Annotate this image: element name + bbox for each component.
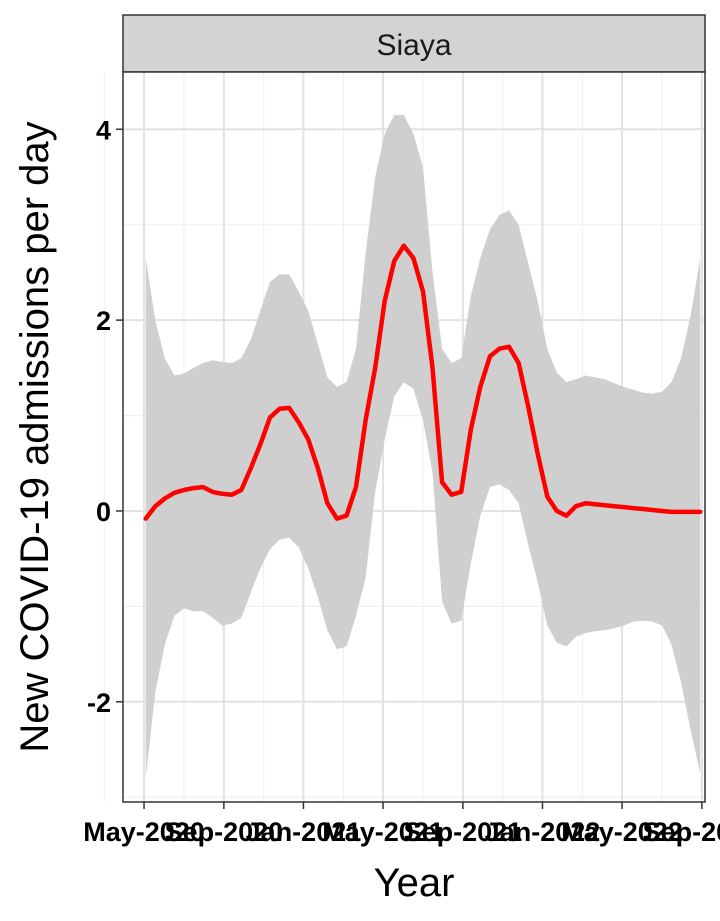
x-axis-title: Year <box>374 861 455 905</box>
series-line-layer <box>143 243 703 521</box>
x-axis: May-2020Sep-2020Jan-2021May-2021Sep-2021… <box>83 802 720 847</box>
x-tick-label-1: Sep-2020 <box>165 817 284 847</box>
x-tick-label-3: May-2021 <box>322 817 444 847</box>
plot-panel <box>103 71 706 803</box>
facet-strip: Siaya <box>122 14 706 73</box>
y-tick-label-2: 2 <box>96 306 111 336</box>
x-tick-label-6: May-2022 <box>561 817 683 847</box>
facet-strip-background <box>122 14 706 73</box>
confidence-band-layer <box>145 114 701 779</box>
facet-strip-label: Siaya <box>376 29 451 62</box>
x-tick-label-7: Sep-2022 <box>643 817 720 847</box>
series-line-0 <box>143 243 703 521</box>
y-axis: -2 0 2 4 <box>87 115 123 718</box>
confidence-band <box>145 114 701 779</box>
x-tick-label-5: Jan-2022 <box>485 817 601 847</box>
x-tick-label-4: Sep-2021 <box>404 817 523 847</box>
x-tick-label-2: Jan-2021 <box>246 817 362 847</box>
y-tick-label-1: 0 <box>96 497 111 527</box>
y-tick-label-3: 4 <box>96 115 111 145</box>
x-tick-label-0: May-2020 <box>83 817 205 847</box>
y-axis-title: New COVID-19 admissions per day <box>13 121 57 752</box>
y-tick-label-0: -2 <box>87 688 111 718</box>
plot-panel-border <box>122 71 706 803</box>
